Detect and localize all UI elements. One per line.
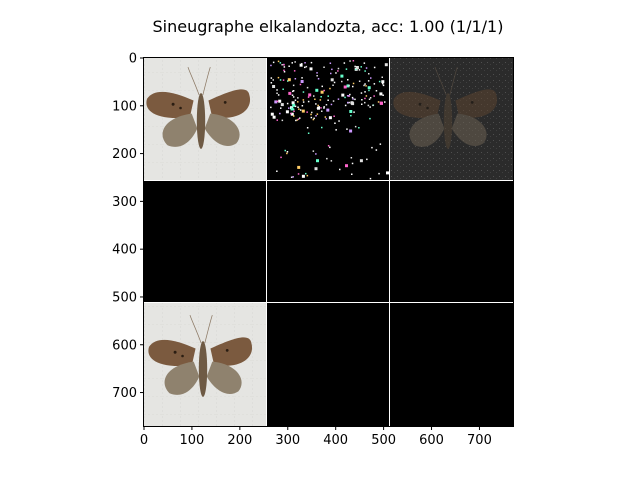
tile-0-1 bbox=[267, 58, 389, 180]
chart-title: Sineugraphe elkalandozta, acc: 1.00 (1/1… bbox=[153, 17, 504, 36]
tile-2-1 bbox=[267, 303, 389, 426]
tile-0-0 bbox=[144, 58, 266, 180]
y-tick-label: 400 bbox=[112, 243, 137, 258]
tile-2-2 bbox=[390, 303, 513, 426]
y-tick-label: 500 bbox=[112, 290, 137, 305]
y-tick-label: 0 bbox=[129, 52, 137, 67]
y-tick-label: 700 bbox=[112, 386, 137, 401]
x-tick-label: 100 bbox=[180, 433, 205, 448]
x-tick-label: 0 bbox=[140, 433, 148, 448]
y-axis: 0 100 200 300 400 500 600 700 bbox=[112, 52, 144, 401]
tile-1-1 bbox=[267, 181, 389, 302]
y-tick-label: 300 bbox=[112, 195, 137, 210]
y-tick-label: 100 bbox=[112, 99, 137, 114]
tile-2-0 bbox=[144, 303, 266, 426]
x-tick-label: 400 bbox=[323, 433, 348, 448]
x-axis: 0 100 200 300 400 500 600 700 bbox=[140, 426, 492, 448]
tile-1-0 bbox=[144, 181, 266, 302]
tile-0-2 bbox=[390, 58, 513, 180]
x-tick-label: 500 bbox=[371, 433, 396, 448]
x-tick-label: 300 bbox=[275, 433, 300, 448]
plot-area bbox=[143, 57, 514, 427]
tile-1-2 bbox=[390, 181, 513, 302]
y-tick-label: 200 bbox=[112, 147, 137, 162]
x-tick-label: 700 bbox=[467, 433, 492, 448]
y-tick-label: 600 bbox=[112, 338, 137, 353]
x-tick-label: 600 bbox=[419, 433, 444, 448]
x-tick-label: 200 bbox=[227, 433, 252, 448]
